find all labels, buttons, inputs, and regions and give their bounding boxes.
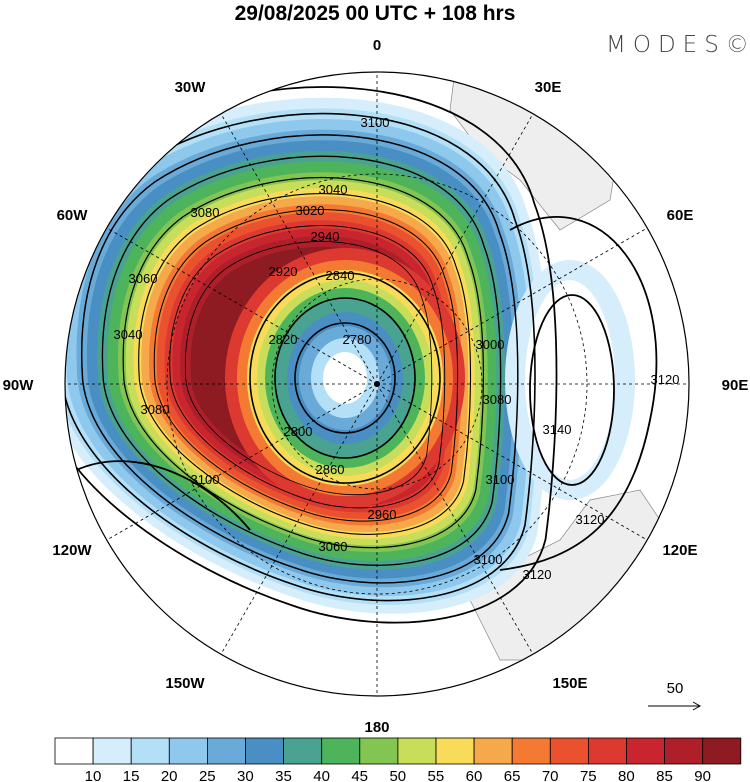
contour-line (101, 155, 502, 566)
colorbar-label: 75 (580, 768, 597, 782)
colorbar-label: 90 (694, 768, 711, 782)
contour-label: 3120 (651, 372, 680, 387)
colorbar-label: 85 (656, 768, 673, 782)
colorbar-swatch (206, 737, 246, 765)
modes-logo: MODES© (606, 32, 750, 58)
colorbar-swatch (473, 737, 513, 765)
colorbar-label: 60 (466, 768, 483, 782)
contour-line (249, 272, 441, 484)
colorbar-swatch (435, 737, 475, 765)
lat-lon-grid (65, 72, 689, 696)
contour-label: 3140 (543, 422, 572, 437)
lon-label-150w: 150W (165, 675, 205, 692)
contour-line (153, 209, 459, 522)
colorbar-label: 45 (351, 768, 368, 782)
colorbar-label: 35 (275, 768, 292, 782)
colorbar-label: 20 (161, 768, 178, 782)
contour-label: 3120 (576, 512, 605, 527)
vortex-core-band (323, 352, 367, 404)
lon-label-0: 0 (373, 37, 381, 54)
colorbar-label: 30 (237, 768, 254, 782)
contour-line (65, 112, 536, 602)
south-pole-marker (374, 381, 380, 387)
contour-label: 3060 (129, 271, 158, 286)
contour-label: 2800 (284, 424, 313, 439)
contour-label: 3100 (486, 472, 515, 487)
contour-label: 2820 (269, 332, 298, 347)
contour-label: 3080 (141, 402, 170, 417)
contour-label: 2940 (311, 229, 340, 244)
lon-label-90e: 90E (722, 377, 749, 394)
lon-label-120e: 120E (662, 542, 697, 559)
contour-line (65, 86, 558, 624)
lon-label-180: 180 (364, 719, 389, 736)
colorbar-swatch (130, 737, 170, 765)
contour-label: 3040 (319, 182, 348, 197)
reference-vector-arrow (648, 701, 702, 711)
colorbar-label: 55 (428, 768, 445, 782)
colorbar-label: 15 (123, 768, 140, 782)
lon-label-30e: 30E (535, 79, 562, 96)
colorbar: 10 15 20 25 30 35 40 45 50 55 60 65 70 75 80 85 90 (54, 737, 742, 782)
lon-label-120w: 120W (52, 542, 92, 559)
map-title: 29/08/2025 00 UTC + 108 hrs (234, 2, 516, 25)
contour-label: 3060 (319, 539, 348, 554)
contour-label: 3080 (191, 205, 220, 220)
lon-label-150e: 150E (552, 675, 587, 692)
reference-vector-label: 50 (667, 680, 684, 697)
colorbar-swatch (702, 737, 742, 765)
colorbar-swatch (321, 737, 361, 765)
contour-line (122, 177, 485, 549)
map-border (64, 71, 690, 697)
contour-label: 3100 (474, 552, 503, 567)
contour-label: 3100 (361, 115, 390, 130)
colorbar-label: 70 (542, 768, 559, 782)
contour-label: 2840 (326, 268, 355, 283)
colorbar-swatch (92, 737, 132, 765)
colorbar-swatch (54, 737, 94, 765)
contour-label: 2960 (368, 507, 397, 522)
colorbar-swatch (168, 737, 208, 765)
colorbar-swatch (588, 737, 627, 765)
contour-line (65, 460, 251, 531)
contour-line (81, 134, 519, 584)
contour-line (499, 216, 658, 571)
contour-label: 3120 (523, 567, 552, 582)
anticyclone-region (505, 260, 635, 500)
colorbar-label: 10 (85, 768, 102, 782)
colorbar-label: 80 (618, 768, 635, 782)
colorbar-swatch (359, 737, 399, 765)
colorbar-swatch (511, 737, 551, 765)
lon-label-60e: 60E (667, 207, 694, 224)
contour-label: 3020 (296, 203, 325, 218)
colorbar-swatch (283, 737, 323, 765)
lon-label-60w: 60W (57, 207, 89, 224)
contour-line (294, 322, 396, 434)
contour-label: 2780 (343, 332, 372, 347)
colorbar-swatch (626, 737, 665, 765)
contour-label: 3100 (191, 472, 220, 487)
contour-label: 3000 (476, 337, 505, 352)
contour-line (138, 193, 472, 535)
contour-line (529, 294, 615, 486)
colorbar-swatch (549, 737, 589, 765)
contour-label: 2920 (269, 264, 298, 279)
geopotential-contours (65, 86, 658, 624)
contour-label: 3080 (483, 392, 512, 407)
contour-label: 3040 (114, 327, 143, 342)
lon-label-90w: 90W (3, 377, 35, 394)
colorbar-label: 25 (199, 768, 216, 782)
colorbar-label: 40 (313, 768, 330, 782)
contour-label: 2860 (316, 462, 345, 477)
contour-line (184, 241, 433, 496)
contour-line (274, 297, 416, 459)
colorbar-label: 65 (504, 768, 521, 782)
colorbar-swatch (397, 737, 437, 765)
contour-line (169, 225, 446, 509)
lon-label-30w: 30W (175, 79, 207, 96)
colorbar-label: 50 (389, 768, 406, 782)
colorbar-swatch (664, 737, 704, 765)
colorbar-swatch (245, 737, 284, 765)
